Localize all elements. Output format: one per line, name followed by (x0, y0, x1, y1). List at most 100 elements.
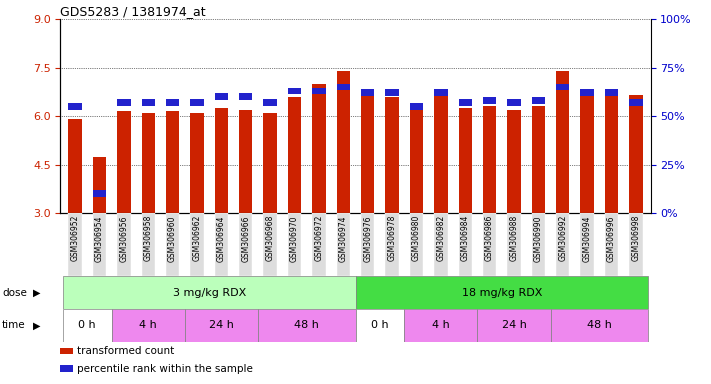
Text: GDS5283 / 1381974_at: GDS5283 / 1381974_at (60, 5, 206, 18)
Text: GSM306986: GSM306986 (485, 215, 494, 262)
Bar (405, 309, 477, 342)
Bar (483, 213, 496, 276)
Bar (117, 213, 131, 276)
Text: GSM306960: GSM306960 (168, 215, 177, 262)
Text: GSM306952: GSM306952 (70, 215, 80, 262)
Bar (508, 213, 520, 276)
Bar (215, 93, 228, 100)
Bar (336, 71, 350, 213)
Bar (336, 84, 350, 91)
Bar (629, 213, 643, 276)
Text: 4 h: 4 h (139, 320, 157, 331)
Bar (532, 213, 545, 276)
Text: 24 h: 24 h (209, 320, 234, 331)
Bar (68, 103, 82, 110)
Bar (92, 213, 106, 276)
Bar (410, 105, 423, 213)
Bar (459, 99, 472, 106)
Bar (60, 348, 73, 354)
Bar (191, 113, 203, 213)
Text: GSM306962: GSM306962 (193, 215, 201, 262)
Bar (434, 213, 447, 276)
Text: GSM306954: GSM306954 (95, 215, 104, 262)
Text: 18 mg/kg RDX: 18 mg/kg RDX (461, 288, 542, 298)
Bar (264, 99, 277, 106)
Bar (459, 213, 472, 276)
Text: time: time (2, 320, 26, 331)
Bar (63, 309, 112, 342)
Bar (288, 88, 301, 94)
Bar (264, 113, 277, 213)
Text: GSM306996: GSM306996 (607, 215, 616, 262)
Text: GSM306970: GSM306970 (290, 215, 299, 262)
Bar (434, 95, 447, 213)
Text: GSM306974: GSM306974 (339, 215, 348, 262)
Bar (605, 92, 619, 213)
Bar (385, 213, 399, 276)
Text: 24 h: 24 h (501, 320, 526, 331)
Bar (629, 99, 643, 106)
Text: 48 h: 48 h (587, 320, 611, 331)
Bar (63, 276, 356, 309)
Text: 4 h: 4 h (432, 320, 450, 331)
Text: GSM306958: GSM306958 (144, 215, 153, 262)
Bar (258, 309, 356, 342)
Bar (141, 213, 155, 276)
Bar (477, 309, 550, 342)
Text: GSM306998: GSM306998 (631, 215, 641, 262)
Bar (336, 213, 350, 276)
Bar (580, 89, 594, 96)
Bar (556, 84, 570, 91)
Bar (166, 99, 179, 106)
Text: ▶: ▶ (33, 288, 41, 298)
Bar (166, 213, 179, 276)
Bar (312, 213, 326, 276)
Text: GSM306966: GSM306966 (241, 215, 250, 262)
Text: GSM306982: GSM306982 (437, 215, 445, 261)
Bar (580, 213, 594, 276)
Bar (410, 213, 423, 276)
Bar (361, 95, 375, 213)
Bar (215, 213, 228, 276)
Bar (385, 97, 399, 213)
Bar (166, 111, 179, 213)
Text: transformed count: transformed count (77, 346, 174, 356)
Text: 0 h: 0 h (371, 320, 389, 331)
Bar (215, 108, 228, 213)
Bar (580, 92, 594, 213)
Bar (185, 309, 258, 342)
Text: 0 h: 0 h (78, 320, 96, 331)
Text: GSM306992: GSM306992 (558, 215, 567, 262)
Bar (550, 309, 648, 342)
Text: 3 mg/kg RDX: 3 mg/kg RDX (173, 288, 246, 298)
Bar (288, 97, 301, 213)
Bar (434, 89, 447, 96)
Bar (459, 108, 472, 213)
Text: GSM306988: GSM306988 (510, 215, 518, 261)
Text: GSM306972: GSM306972 (314, 215, 324, 262)
Bar (556, 213, 570, 276)
Text: GSM306976: GSM306976 (363, 215, 372, 262)
Text: ▶: ▶ (33, 320, 41, 331)
Text: GSM306984: GSM306984 (461, 215, 470, 262)
Bar (483, 97, 496, 104)
Bar (92, 190, 106, 197)
Bar (117, 111, 131, 213)
Text: GSM306994: GSM306994 (582, 215, 592, 262)
Text: GSM306956: GSM306956 (119, 215, 129, 262)
Bar (239, 213, 252, 276)
Bar (532, 97, 545, 104)
Bar (191, 99, 203, 106)
Bar (92, 157, 106, 213)
Bar (239, 93, 252, 100)
Bar (141, 99, 155, 106)
Bar (385, 89, 399, 96)
Text: GSM306980: GSM306980 (412, 215, 421, 262)
Bar (605, 89, 619, 96)
Bar (264, 213, 277, 276)
Bar (68, 213, 82, 276)
Bar (508, 110, 520, 213)
Text: percentile rank within the sample: percentile rank within the sample (77, 364, 253, 374)
Bar (191, 213, 203, 276)
Text: GSM306978: GSM306978 (387, 215, 397, 262)
